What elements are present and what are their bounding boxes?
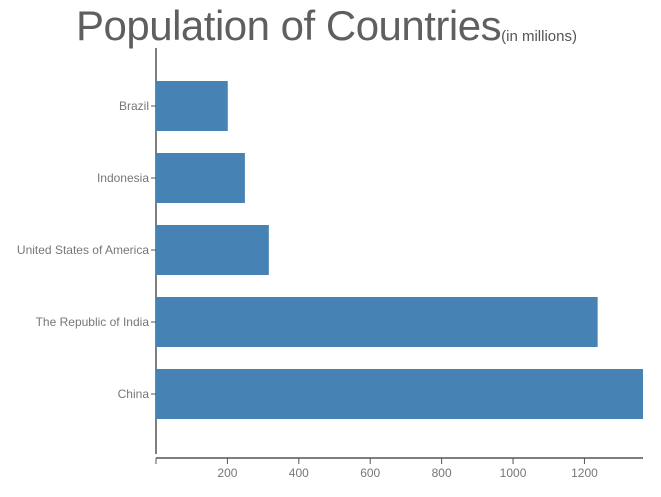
y-tick-label: United States of America <box>17 243 149 257</box>
bar[interactable] <box>156 297 598 347</box>
chart-title-text: Population of Countries <box>76 2 502 49</box>
bar[interactable] <box>156 225 269 275</box>
y-tick-label: Brazil <box>119 99 149 113</box>
x-tick-label: 400 <box>289 466 309 480</box>
bar[interactable] <box>156 369 643 419</box>
chart-subtitle: (in millions) <box>501 28 577 45</box>
x-tick-label: 200 <box>217 466 237 480</box>
y-tick-label: Indonesia <box>97 171 149 185</box>
bar[interactable] <box>156 153 245 203</box>
x-tick-label: 1000 <box>500 466 527 480</box>
chart-title: Population of Countries(in millions) <box>76 2 577 50</box>
y-tick-label: The Republic of India <box>36 315 150 329</box>
x-tick-label: 1200 <box>571 466 598 480</box>
x-tick-label: 600 <box>360 466 380 480</box>
bar[interactable] <box>156 81 228 131</box>
x-tick-label: 800 <box>432 466 452 480</box>
y-tick-label: China <box>118 387 150 401</box>
